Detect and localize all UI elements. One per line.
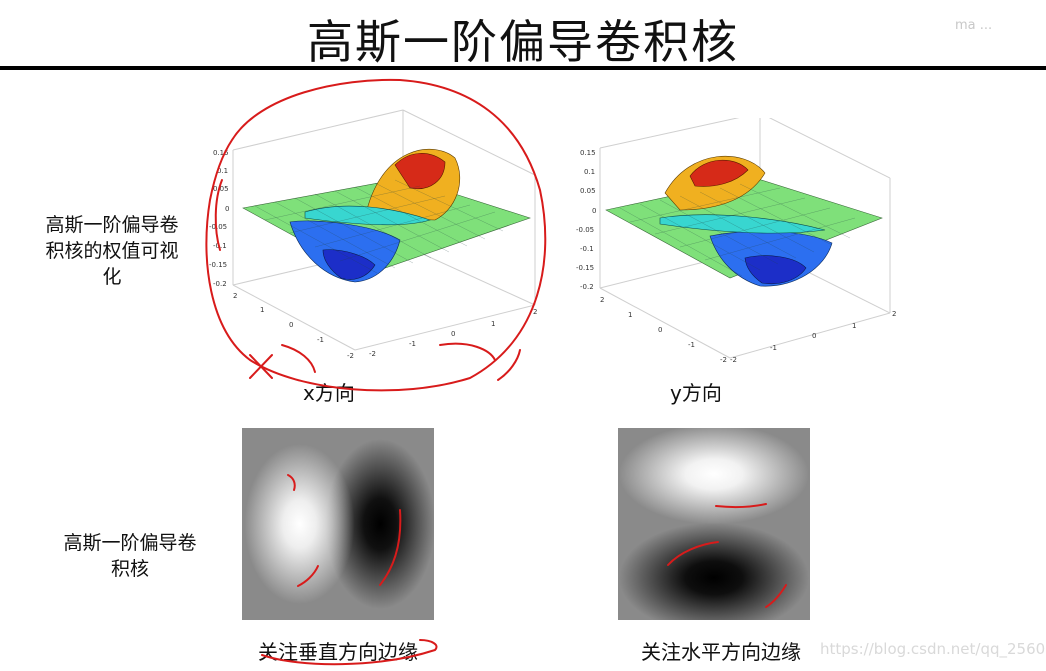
z-tick: 0.1 xyxy=(217,167,228,175)
plot-y-surface xyxy=(605,155,883,287)
x-tick: 0 xyxy=(289,321,293,329)
row2-label: 高斯一阶偏导卷 积核 xyxy=(40,530,220,582)
z-tick: 0.15 xyxy=(580,149,596,157)
plot-x-surface xyxy=(242,148,531,283)
kernel-image-vertical-edge xyxy=(242,428,434,620)
y-tick: -2 xyxy=(730,356,737,364)
page-title: 高斯一阶偏导卷积核 xyxy=(307,15,739,69)
plot-x-xy-ticks: 2 1 0 -1 -2 2 1 0 -1 -2 xyxy=(233,292,537,360)
surface-plot-y: 0.15 0.1 0.05 0 -0.05 -0.1 -0.15 -0.2 2 … xyxy=(576,118,896,364)
z-tick: 0.1 xyxy=(584,168,595,176)
y-tick: -1 xyxy=(770,344,777,352)
z-tick: -0.15 xyxy=(576,264,594,272)
y-tick: -2 xyxy=(369,350,376,358)
z-tick: 0 xyxy=(592,207,596,215)
y-tick: -1 xyxy=(409,340,416,348)
x-tick: 2 xyxy=(600,296,604,304)
plot-x-z-ticks: 0.15 0.1 0.05 0 -0.05 -0.1 -0.15 -0.2 xyxy=(209,149,229,288)
z-tick: 0.15 xyxy=(213,149,229,157)
surface-plot-x: 0.15 0.1 0.05 0 -0.05 -0.1 -0.15 -0.2 2 … xyxy=(209,109,537,360)
z-tick: -0.1 xyxy=(580,245,594,253)
x-tick: -2 xyxy=(347,352,354,360)
y-tick: 2 xyxy=(892,310,896,318)
row2-label-line-1: 高斯一阶偏导卷 xyxy=(63,532,197,554)
row1-label-line-2: 积核的权值可视 xyxy=(45,240,179,262)
x-tick: 1 xyxy=(628,311,632,319)
row2-label-line-2: 积核 xyxy=(110,558,149,580)
title-underline xyxy=(0,66,1046,70)
x-tick: -1 xyxy=(688,341,695,349)
top-watermark: ma ... xyxy=(955,18,993,33)
row1-label-line-1: 高斯一阶偏导卷 xyxy=(45,214,179,236)
x-tick: 2 xyxy=(233,292,237,300)
z-tick: 0 xyxy=(225,205,229,213)
z-tick: -0.1 xyxy=(213,242,227,250)
kernel-image-horizontal-edge xyxy=(618,428,810,620)
y-tick: 1 xyxy=(852,322,856,330)
z-tick: 0.05 xyxy=(580,187,596,195)
x-tick: -2 xyxy=(720,356,727,364)
source-watermark: https://blog.csdn.net/qq_25601345 xyxy=(820,640,1046,658)
z-tick: -0.15 xyxy=(209,261,227,269)
plot-y-z-ticks: 0.15 0.1 0.05 0 -0.05 -0.1 -0.15 -0.2 xyxy=(576,149,596,291)
z-tick: -0.2 xyxy=(580,283,594,291)
z-tick: -0.05 xyxy=(576,226,594,234)
y-tick: 0 xyxy=(451,330,455,338)
row1-label-line-3: 化 xyxy=(102,266,122,288)
plot-y-xy-ticks: 2 1 0 -1 -2 2 1 0 -1 -2 xyxy=(600,296,896,364)
z-tick: -0.05 xyxy=(209,223,227,231)
z-tick: 0.05 xyxy=(213,185,229,193)
caption-y-direction: y方向 xyxy=(670,381,722,405)
caption-x-direction: x方向 xyxy=(303,381,355,405)
caption-horizontal-edge: 关注水平方向边缘 xyxy=(641,640,801,664)
y-tick: 0 xyxy=(812,332,816,340)
z-tick: -0.2 xyxy=(213,280,227,288)
caption-vertical-edge: 关注垂直方向边缘 xyxy=(258,640,418,664)
x-tick: -1 xyxy=(317,336,324,344)
y-tick: 1 xyxy=(491,320,495,328)
row1-label: 高斯一阶偏导卷 积核的权值可视 化 xyxy=(26,212,198,290)
x-tick: 0 xyxy=(658,326,662,334)
x-tick: 1 xyxy=(260,306,264,314)
y-tick: 2 xyxy=(533,308,537,316)
